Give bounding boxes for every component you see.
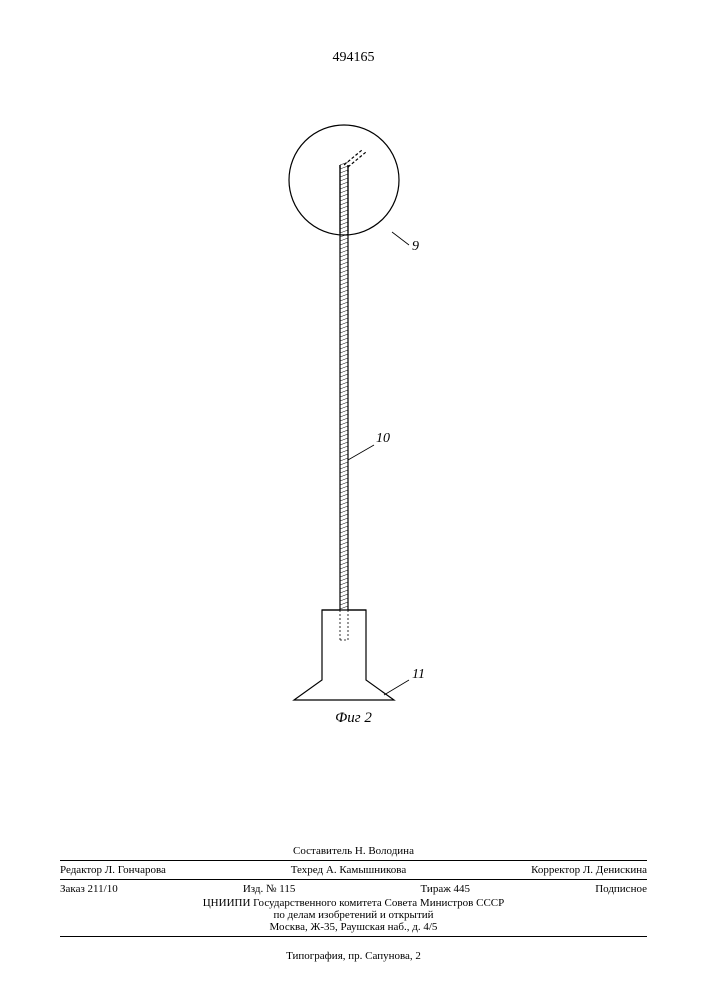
svg-text:11: 11	[412, 667, 425, 682]
tirazh: Тираж 445	[420, 883, 470, 895]
credits-block: Составитель Н. Володина Редактор Л. Гонч…	[60, 845, 647, 940]
compiler-line: Составитель Н. Володина	[60, 845, 647, 857]
corrector: Корректор Л. Денискина	[531, 864, 647, 876]
figure: 9 10 11	[0, 120, 707, 720]
divider	[60, 860, 647, 861]
techred: Техред А. Камышникова	[291, 864, 406, 876]
svg-text:10: 10	[376, 431, 390, 446]
divider	[60, 936, 647, 937]
figure-caption: Фиг 2	[0, 710, 707, 727]
izd: Изд. № 115	[243, 883, 296, 895]
credits-row-order: Заказ 211/10 Изд. № 115 Тираж 445 Подпис…	[60, 883, 647, 895]
divider	[60, 879, 647, 880]
credits-row-editors: Редактор Л. Гончарова Техред А. Камышник…	[60, 864, 647, 876]
order: Заказ 211/10	[60, 883, 118, 895]
figure-svg: 9 10 11	[224, 120, 484, 720]
svg-text:9: 9	[412, 239, 419, 254]
editor: Редактор Л. Гончарова	[60, 864, 166, 876]
page-number: 494165	[0, 50, 707, 66]
org-addr: Москва, Ж-35, Раушская наб., д. 4/5	[60, 921, 647, 933]
signed: Подписное	[595, 883, 647, 895]
org-line-1: ЦНИИПИ Государственного комитета Совета …	[60, 897, 647, 909]
footer-typography: Типография, пр. Сапунова, 2	[60, 950, 647, 962]
org-line-2: по делам изобретений и открытий	[60, 909, 647, 921]
